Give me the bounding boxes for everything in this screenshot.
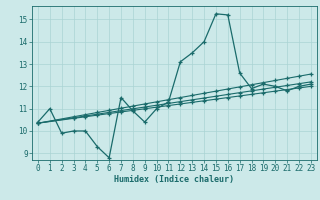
X-axis label: Humidex (Indice chaleur): Humidex (Indice chaleur) <box>115 175 234 184</box>
